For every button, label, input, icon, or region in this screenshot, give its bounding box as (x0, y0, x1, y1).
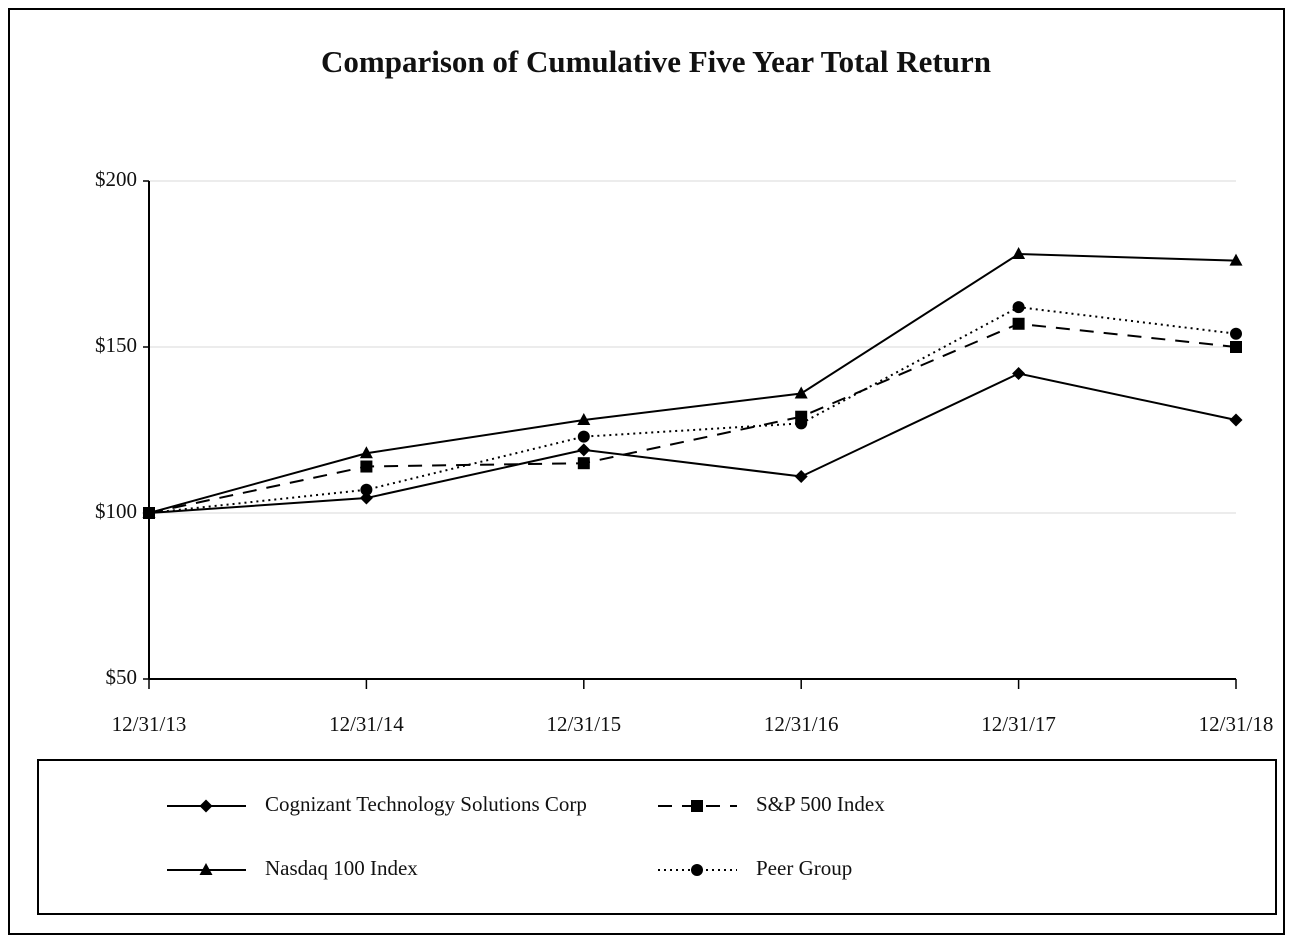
x-tick-label: 12/31/17 (981, 712, 1056, 736)
frame (8, 8, 1285, 935)
marker (1230, 327, 1242, 340)
marker (359, 446, 373, 459)
marker (199, 863, 213, 875)
marker (360, 460, 373, 473)
x-tick-label: 12/31/14 (329, 712, 404, 736)
y-tick-label: $200 (95, 167, 137, 191)
legend-label: Peer Group (756, 856, 852, 880)
x-tick-label: 12/31/18 (1199, 712, 1274, 736)
marker (795, 417, 808, 430)
legend-box (37, 759, 1277, 915)
series-line (148, 306, 1237, 514)
y-tick-label: $50 (106, 665, 138, 689)
legend-label: Cognizant Technology Solutions Corp (265, 792, 587, 816)
chart-title: Comparison of Cumulative Five Year Total… (321, 44, 991, 79)
marker (1012, 301, 1025, 314)
marker (691, 800, 703, 812)
series-line (148, 372, 1237, 514)
marker (577, 413, 591, 426)
x-tick-label: 12/31/13 (112, 712, 187, 736)
legend-label: Nasdaq 100 Index (265, 856, 418, 880)
marker (1012, 317, 1025, 330)
y-tick-label: $100 (95, 499, 137, 523)
marker (359, 491, 373, 505)
marker (577, 457, 590, 470)
x-tick-label: 12/31/16 (764, 712, 839, 736)
marker (143, 507, 155, 519)
marker (794, 386, 808, 399)
series-line (148, 253, 1237, 514)
x-tick-label: 12/31/15 (546, 712, 621, 736)
legend-label: S&P 500 Index (756, 792, 885, 816)
marker (199, 799, 213, 813)
series-line (148, 322, 1237, 514)
marker (1229, 253, 1243, 266)
marker (1012, 367, 1026, 381)
marker (691, 864, 703, 876)
marker (577, 430, 590, 443)
marker (1230, 341, 1242, 353)
marker (360, 483, 373, 496)
marker (1229, 413, 1243, 427)
y-tick-label: $150 (95, 333, 137, 357)
marker (1012, 247, 1026, 260)
marker (794, 469, 808, 483)
marker (577, 443, 591, 457)
